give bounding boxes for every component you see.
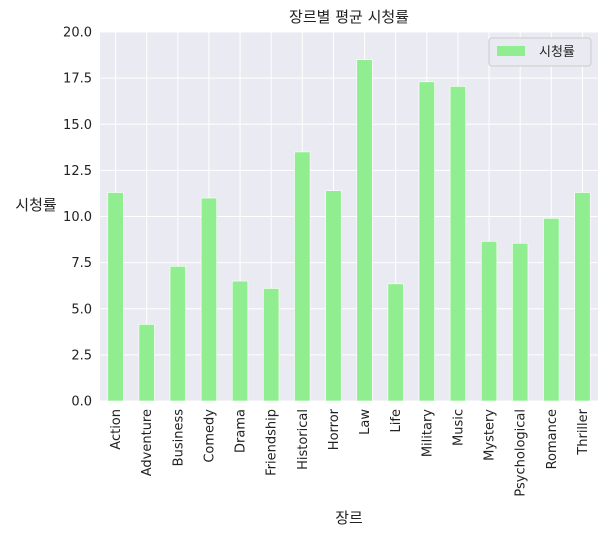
x-ticks: Action Adventure Business Comedy Drama Friend… [109,408,591,496]
x-tick-label: Military [420,409,435,457]
x-tick-label: Business [171,409,186,467]
y-axis-label: 시청률 [15,196,57,214]
y-tick-label: 15.0 [63,118,92,133]
bar-horror [325,190,342,402]
y-tick-label: 20.0 [63,26,92,41]
x-tick-label: Action [109,409,124,450]
bar-friendship [263,288,280,402]
x-tick-label: Thriller [576,408,591,455]
legend: 시청률 [488,37,592,67]
y-tick-label: 0.0 [71,395,92,410]
bar-law [356,59,373,402]
bar-business [169,266,186,402]
x-tick-label: Romance [545,409,560,469]
bar-adventure [138,324,155,402]
y-tick-label: 7.5 [71,256,92,271]
bar-thriller [574,192,591,402]
bar-comedy [200,197,218,402]
x-tick-label: Historical [296,409,311,470]
x-tick-label: Adventure [140,409,155,476]
x-tick-label: Life [389,409,404,432]
bar-historical [294,151,311,402]
y-tick-label: 5.0 [71,302,92,317]
y-ticks: 0.0 2.5 5.0 7.5 10.0 12.5 15.0 17.5 20.0 [63,26,92,410]
bar-action [107,192,124,402]
bar-military [418,81,435,402]
x-axis-label: 장르 [335,509,363,527]
legend-swatch [497,46,525,56]
x-tick-label: Psychological [514,409,529,497]
y-tick-label: 2.5 [71,348,92,363]
bar-drama [231,280,249,402]
x-tick-label: Friendship [265,409,280,476]
legend-label: 시청률 [539,45,575,60]
y-tick-label: 10.0 [63,210,92,225]
x-tick-label: Comedy [202,409,217,463]
y-tick-label: 17.5 [63,72,92,87]
x-tick-label: Mystery [483,409,498,461]
x-tick-label: Law [358,409,373,435]
legend-box [488,37,592,67]
bar-music [449,86,467,402]
bar-romance [543,218,560,402]
x-tick-label: Drama [234,409,249,453]
bars [107,59,591,402]
bar-mystery [480,241,498,402]
bar-psychological [512,242,529,402]
x-tick-label: Music [451,409,466,446]
x-tick-label: Horror [327,408,342,450]
chart-title: 장르별 평균 시청률 [289,8,409,26]
y-tick-label: 12.5 [63,164,92,179]
bar-life [387,283,404,402]
